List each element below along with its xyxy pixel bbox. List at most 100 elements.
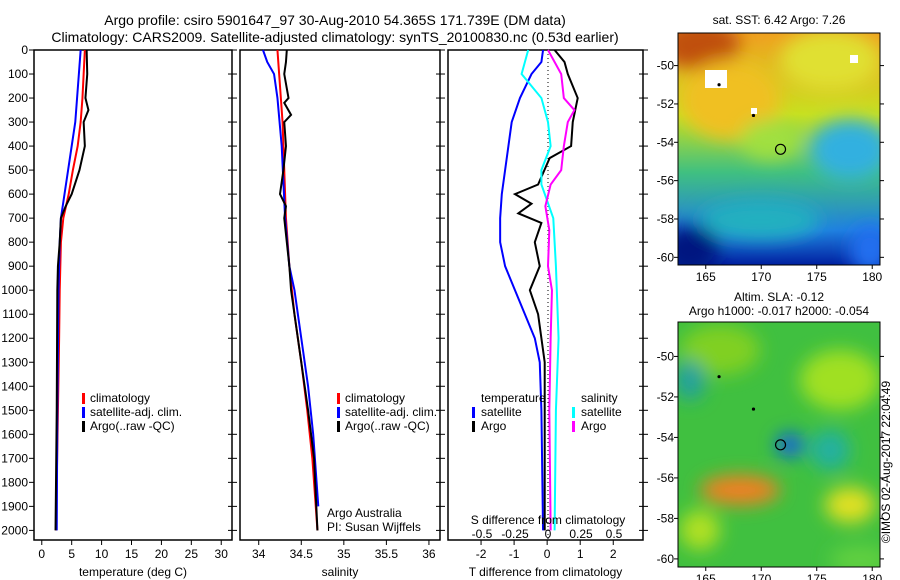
depth-tick-label: 900	[8, 259, 28, 273]
depth-tick-label: 300	[8, 115, 28, 129]
lat-tick-label: -52	[657, 390, 675, 404]
diff-xtick-label: -2	[476, 547, 487, 561]
lon-tick-label: 165	[696, 572, 716, 580]
depth-tick-label: 1400	[1, 379, 28, 393]
sla-title: Altim. SLA: -0.12	[734, 290, 824, 304]
legend-swatch	[337, 421, 340, 432]
lat-tick-label: -56	[657, 174, 675, 188]
depth-tick-label: 800	[8, 235, 28, 249]
diff-axes-box	[447, 49, 644, 541]
depth-tick-label: 2000	[1, 523, 28, 537]
lat-tick-label: -54	[657, 135, 675, 149]
temp-xtick-label: 30	[215, 547, 229, 561]
depth-tick-label: 1000	[1, 283, 28, 297]
sal-xlabel: salinity	[322, 565, 359, 579]
legend-label: climatology	[345, 391, 405, 405]
lat-tick-label: -60	[657, 250, 675, 264]
lat-tick-label: -50	[657, 349, 675, 363]
temp-xtick-label: 15	[125, 547, 139, 561]
temp-axes-box	[33, 49, 233, 541]
legend-label: Argo(..raw -QC)	[90, 419, 175, 433]
legend-label: satellite	[481, 405, 522, 419]
argo-position-marker	[774, 143, 787, 155]
previous-position-dot	[751, 407, 756, 411]
legend-salinity-title: salinity	[581, 391, 618, 405]
lat-tick-label: -60	[657, 552, 675, 566]
lon-tick-label: 175	[807, 270, 827, 284]
series-line-s-argo	[544, 49, 576, 531]
legend-label: Argo(..raw -QC)	[345, 419, 430, 433]
legend-label: satellite	[581, 405, 622, 419]
sal-xtick-label: 36	[422, 547, 436, 561]
s-xlabel: S difference from climatology	[471, 513, 626, 527]
lat-tick-label: -58	[657, 511, 675, 525]
depth-tick-label: 700	[8, 211, 28, 225]
lat-tick-label: -54	[657, 430, 675, 444]
previous-position-dot	[751, 113, 756, 118]
legend-swatch	[572, 421, 575, 432]
series-line-t-argo	[512, 49, 579, 531]
depth-tick-label: 1200	[1, 331, 28, 345]
lat-tick-label: -58	[657, 212, 675, 226]
lon-tick-label: 175	[807, 572, 827, 580]
sla-subtitle: Argo h1000: -0.017 h2000: -0.054	[689, 304, 869, 318]
legend-label: Argo	[581, 419, 607, 433]
depth-tick-label: 200	[8, 91, 28, 105]
lon-tick-label: 180	[862, 572, 882, 580]
depth-tick-label: 600	[8, 187, 28, 201]
figure-subtitle: Climatology: CARS2009. Satellite-adjuste…	[51, 29, 619, 45]
s-tick-label: 0.25	[569, 527, 593, 541]
series-line-t-satellite	[499, 49, 545, 531]
diff-xlabel: T difference from climatology	[469, 565, 623, 579]
legend-label: satellite-adj. clim.	[345, 405, 437, 419]
lon-tick-label: 180	[862, 270, 882, 284]
series-line-climatology	[55, 49, 86, 531]
temp-xtick-label: 0	[38, 547, 45, 561]
annotation-argo-australia: Argo Australia	[327, 506, 402, 520]
depth-tick-label: 500	[8, 163, 28, 177]
diff-xtick-label: 1	[577, 547, 584, 561]
depth-tick-label: 1300	[1, 355, 28, 369]
depth-tick-label: 1900	[1, 499, 28, 513]
depth-tick-label: 1500	[1, 403, 28, 417]
temp-xtick-label: 10	[95, 547, 109, 561]
sst-map	[678, 33, 880, 265]
legend-swatch	[472, 407, 475, 418]
series-line-s-satellite	[520, 49, 560, 531]
diff-xtick-label: -1	[509, 547, 520, 561]
previous-position-dot	[717, 375, 721, 379]
sal-xtick-label: 35	[337, 547, 351, 561]
legend-label: climatology	[90, 391, 150, 405]
legend-swatch	[337, 407, 340, 418]
lat-tick-label: -50	[657, 59, 675, 73]
lon-tick-label: 170	[751, 270, 771, 284]
series-line-argo	[278, 49, 319, 531]
s-tick-label: -0.25	[501, 527, 529, 541]
diff-xtick-label: 0	[544, 547, 551, 561]
legend-swatch	[572, 407, 575, 418]
sal-xtick-label: 35.5	[375, 547, 399, 561]
lon-tick-label: 170	[751, 572, 771, 580]
previous-position-dot	[717, 83, 721, 87]
series-line-satellite-adj	[55, 49, 82, 531]
depth-tick-label: 1700	[1, 451, 28, 465]
s-tick-label: -0.5	[472, 527, 493, 541]
s-tick-label: 0	[545, 527, 552, 541]
figure-title: Argo profile: csiro 5901647_97 30-Aug-20…	[104, 12, 566, 28]
sal-axes-box	[239, 49, 441, 541]
depth-tick-label: 1600	[1, 427, 28, 441]
s-tick-label: 0.5	[606, 527, 623, 541]
diff-xtick-label: 2	[610, 547, 617, 561]
legend-swatch	[82, 407, 85, 418]
depth-tick-label: 1100	[2, 307, 28, 321]
credit-text: ©IMOS 02-Aug-2017 22:04:49	[879, 381, 893, 544]
depth-tick-label: 1800	[1, 475, 28, 489]
maps	[678, 33, 880, 567]
legend-temperature-title: temperature	[481, 391, 546, 405]
legend-swatch	[337, 393, 340, 404]
sla-map	[678, 322, 880, 567]
sst-map-frame	[677, 32, 881, 266]
sal-xtick-label: 34.5	[290, 547, 314, 561]
series-line-argo	[54, 49, 90, 531]
